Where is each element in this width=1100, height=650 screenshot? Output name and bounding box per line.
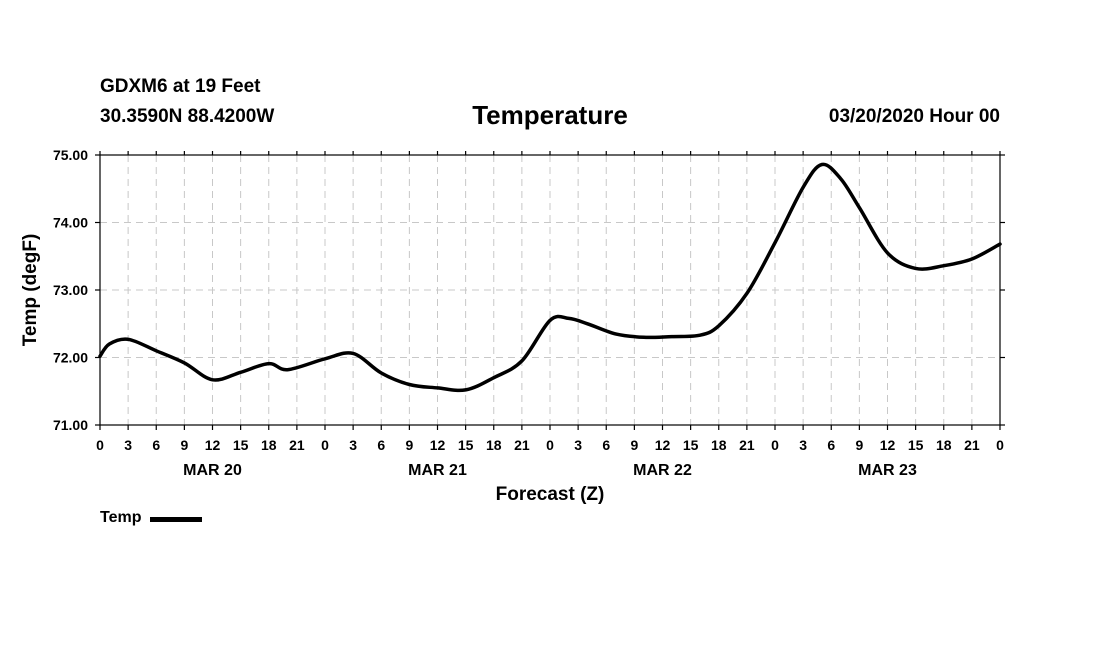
y-tick-label: 72.00 bbox=[53, 350, 88, 366]
y-tick-label: 74.00 bbox=[53, 215, 88, 231]
x-tick-label: 3 bbox=[574, 437, 582, 453]
x-tick-label: 15 bbox=[683, 437, 699, 453]
x-tick-label: 0 bbox=[996, 437, 1004, 453]
x-tick-label: 9 bbox=[405, 437, 413, 453]
x-axis-label: Forecast (Z) bbox=[496, 484, 605, 505]
y-axis-ticks: 71.00 72.00 73.00 74.00 75.00 bbox=[53, 147, 1005, 433]
y-tick-label: 71.00 bbox=[53, 417, 88, 433]
x-tick-label: 9 bbox=[180, 437, 188, 453]
chart-gridlines bbox=[100, 155, 1000, 425]
forecast-timestamp: 03/20/2020 Hour 00 bbox=[828, 106, 1000, 127]
x-tick-label: 0 bbox=[96, 437, 104, 453]
day-label: MAR 21 bbox=[408, 462, 467, 479]
chart-title: Temperature bbox=[472, 100, 628, 130]
x-tick-label: 6 bbox=[602, 437, 610, 453]
y-tick-label: 75.00 bbox=[53, 147, 88, 163]
x-tick-label: 0 bbox=[546, 437, 554, 453]
legend-label: Temp bbox=[100, 509, 142, 526]
x-tick-label: 12 bbox=[430, 437, 446, 453]
x-tick-label: 6 bbox=[152, 437, 160, 453]
temp-series-line bbox=[98, 162, 1002, 393]
day-label: MAR 23 bbox=[858, 462, 917, 479]
x-tick-label: 21 bbox=[514, 437, 530, 453]
x-tick-label: 21 bbox=[964, 437, 980, 453]
x-tick-label: 9 bbox=[630, 437, 638, 453]
legend-line-swatch bbox=[150, 516, 203, 522]
x-tick-label: 18 bbox=[486, 437, 502, 453]
station-label: GDXM6 at 19 Feet bbox=[100, 76, 261, 97]
x-tick-label: 18 bbox=[936, 437, 952, 453]
x-axis-ticks: 0 3 6 9 12 15 18 21 0 3 6 9 12 15 18 21 0 3 6 9 12 15 18 21 0 3 6 9… bbox=[96, 151, 1004, 453]
x-tick-label: 3 bbox=[124, 437, 132, 453]
x-tick-label: 0 bbox=[321, 437, 329, 453]
legend: Temp bbox=[100, 509, 203, 527]
x-tick-label: 0 bbox=[771, 437, 779, 453]
coordinates-label: 30.3590N 88.4200W bbox=[100, 106, 275, 127]
series-layer bbox=[98, 162, 1002, 393]
x-tick-label: 6 bbox=[377, 437, 385, 453]
x-tick-label: 12 bbox=[655, 437, 671, 453]
x-tick-label: 15 bbox=[908, 437, 924, 453]
x-tick-label: 12 bbox=[880, 437, 896, 453]
x-tick-label: 18 bbox=[261, 437, 277, 453]
day-label: MAR 20 bbox=[183, 462, 242, 479]
y-tick-label: 73.00 bbox=[53, 282, 88, 298]
x-tick-label: 3 bbox=[799, 437, 807, 453]
x-tick-label: 15 bbox=[233, 437, 249, 453]
x-tick-label: 21 bbox=[739, 437, 755, 453]
day-label: MAR 22 bbox=[633, 462, 692, 479]
y-axis-label: Temp (degF) bbox=[20, 234, 41, 347]
x-tick-label: 6 bbox=[827, 437, 835, 453]
x-tick-label: 15 bbox=[458, 437, 474, 453]
x-tick-label: 18 bbox=[711, 437, 727, 453]
x-axis-day-labels: MAR 20 MAR 21 MAR 22 MAR 23 bbox=[183, 462, 917, 479]
x-tick-label: 21 bbox=[289, 437, 305, 453]
x-tick-label: 9 bbox=[855, 437, 863, 453]
x-tick-label: 12 bbox=[205, 437, 221, 453]
x-tick-label: 3 bbox=[349, 437, 357, 453]
